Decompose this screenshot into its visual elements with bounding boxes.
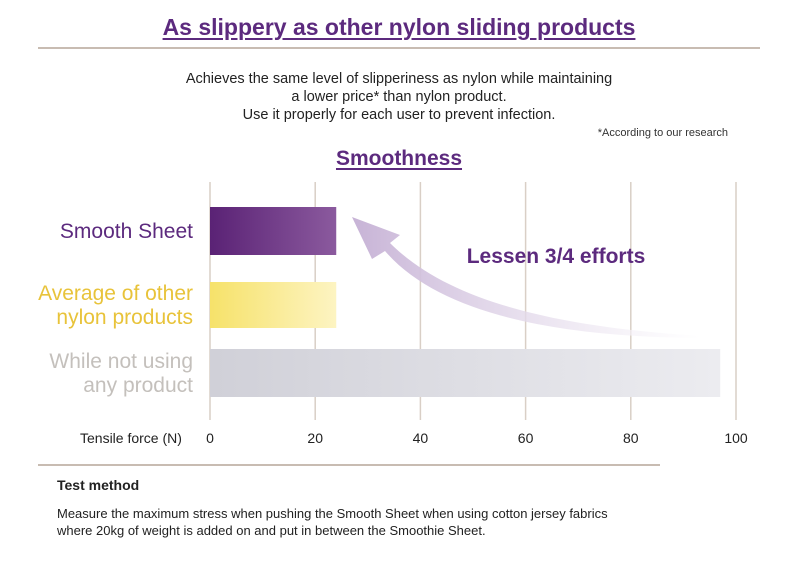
- category-label: While not using: [49, 350, 193, 373]
- test-method-text: Measure the maximum stress when pushing …: [57, 505, 737, 539]
- intro-line: Use it properly for each user to prevent…: [242, 107, 556, 123]
- x-tick-label: 100: [724, 430, 748, 446]
- page-title: As slippery as other nylon sliding produ…: [162, 14, 636, 40]
- intro-line: a lower price* than nylon product.: [291, 89, 507, 105]
- annotation-label: Lessen 3/4 efforts: [467, 245, 646, 268]
- category-label: any product: [83, 374, 193, 397]
- intro-text: Achieves the same level of slipperiness …: [0, 70, 798, 124]
- research-footnote: *According to our research: [597, 127, 728, 139]
- test-method-line: Measure the maximum stress when pushing …: [57, 506, 608, 521]
- method-divider: [38, 464, 660, 466]
- x-tick-label: 80: [623, 430, 639, 446]
- x-tick-label: 40: [413, 430, 429, 446]
- intro-line: Achieves the same level of slipperiness …: [185, 71, 613, 87]
- category-label: Smooth Sheet: [60, 220, 193, 243]
- category-label: Average of other: [38, 282, 193, 305]
- x-tick-label: 20: [307, 430, 323, 446]
- bar-3: [210, 349, 721, 397]
- x-tick-label: 60: [518, 430, 534, 446]
- category-label: nylon products: [56, 306, 193, 329]
- bar-1: [210, 207, 337, 255]
- test-method-line: where 20kg of weight is added on and put…: [57, 523, 486, 538]
- effort-arrow: [352, 217, 700, 338]
- x-tick-label: 0: [206, 430, 214, 446]
- title-divider: [38, 47, 760, 49]
- test-method-title: Test method: [57, 477, 140, 493]
- bar-2: [210, 282, 337, 328]
- chart-title: Smoothness: [335, 147, 463, 170]
- x-axis-label: Tensile force (N): [80, 430, 182, 446]
